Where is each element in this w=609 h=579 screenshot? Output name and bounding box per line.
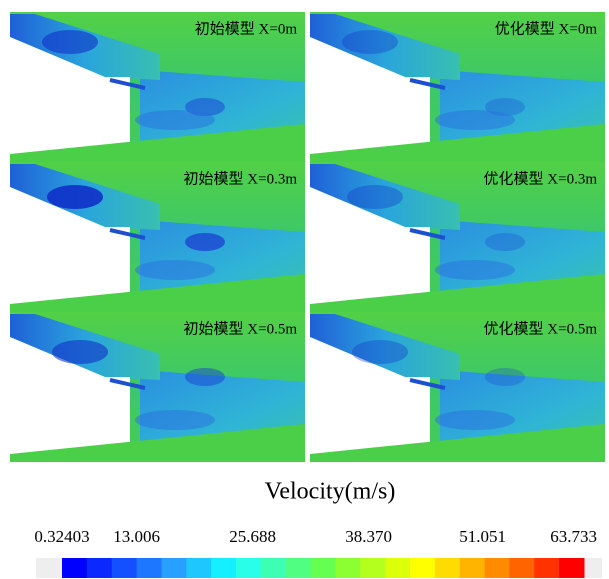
colorbar-segment: [112, 558, 137, 578]
panel-label: 初始模型 X=0.5m: [184, 320, 298, 337]
contour-panel: 初始模型 X=0.5m: [10, 312, 305, 462]
colorbar-tick-label: 0.32403: [34, 527, 89, 546]
colorbar-segment: [534, 558, 559, 578]
colorbar-segment: [211, 558, 236, 578]
contour-panel: 初始模型 X=0.3m: [10, 162, 305, 312]
colorbar-segment: [236, 558, 261, 578]
colorbar-segment: [137, 558, 162, 578]
low-velocity-spot: [42, 30, 98, 54]
low-velocity-spot: [135, 410, 215, 430]
low-velocity-spot: [135, 110, 215, 130]
panel-label: 优化模型 X=0m: [495, 20, 598, 37]
low-velocity-spot: [485, 368, 525, 386]
panel-label: 初始模型 X=0m: [195, 20, 298, 37]
colorbar-tick-label: 25.688: [229, 527, 276, 546]
colorbar-segment: [460, 558, 485, 578]
colorbar-segment: [62, 558, 87, 578]
contour-panel: 初始模型 X=0m: [10, 12, 305, 162]
low-velocity-spot: [347, 185, 403, 209]
panel-label: 优化模型 X=0.3m: [484, 170, 598, 187]
low-velocity-spot: [47, 185, 103, 209]
colorbar-segment: [87, 558, 112, 578]
colorbar-segment: [335, 558, 360, 578]
colorbar-tick-label: 51.051: [459, 527, 506, 546]
contour-panel: 优化模型 X=0m: [310, 12, 605, 162]
colorbar-title: Velocity(m/s): [265, 479, 396, 505]
panel-label: 初始模型 X=0.3m: [184, 170, 298, 187]
colorbar-tick-label: 38.370: [345, 527, 392, 546]
colorbar-segment: [509, 558, 534, 578]
colorbar-segment: [360, 558, 385, 578]
colorbar-segment: [485, 558, 510, 578]
low-velocity-spot: [435, 110, 515, 130]
colorbar-segment: [410, 558, 435, 578]
low-velocity-spot: [135, 260, 215, 280]
low-velocity-spot: [435, 260, 515, 280]
low-velocity-spot: [52, 340, 108, 364]
colorbar-segment: [311, 558, 336, 578]
colorbar-segment: [286, 558, 311, 578]
colorbar-tick-label: 13.006: [113, 527, 160, 546]
colorbar-segment: [435, 558, 460, 578]
colorbar-tick-label: 63.733: [550, 527, 597, 546]
low-velocity-spot: [435, 410, 515, 430]
figure: Velocity(m/s) 初始模型 X=0m 优化模型 X=0m 初始模型 X=0…: [0, 0, 609, 579]
low-velocity-spot: [352, 340, 408, 364]
low-velocity-spot: [185, 233, 225, 251]
contour-panel: 优化模型 X=0.5m: [310, 312, 605, 462]
low-velocity-spot: [485, 233, 525, 251]
contour-panel: 优化模型 X=0.3m: [310, 162, 605, 312]
colorbar-segment: [385, 558, 410, 578]
colorbar-segment: [186, 558, 211, 578]
panel-label: 优化模型 X=0.5m: [484, 320, 598, 337]
colorbar-segment: [161, 558, 186, 578]
colorbar-segment: [559, 558, 584, 578]
low-velocity-spot: [185, 368, 225, 386]
low-velocity-spot: [342, 30, 398, 54]
colorbar-segment: [261, 558, 286, 578]
